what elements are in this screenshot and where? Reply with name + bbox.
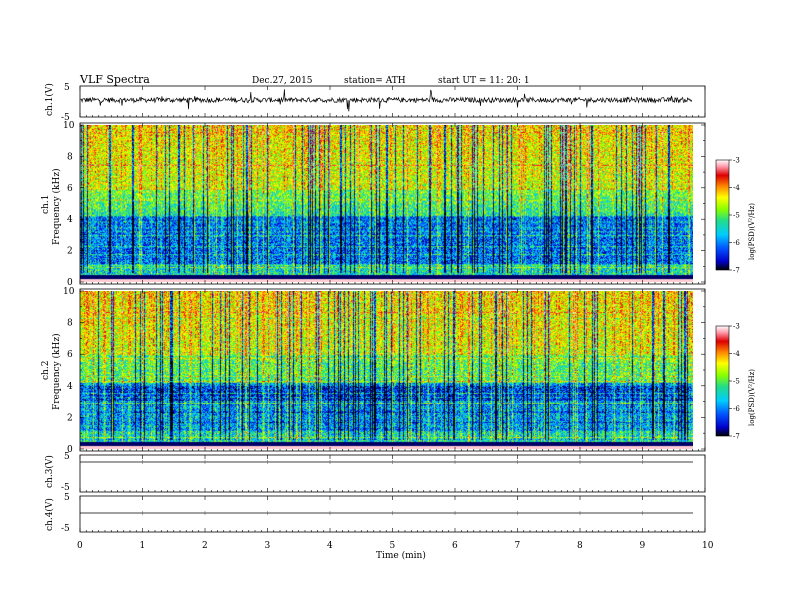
ch3-waveform-marks — [142, 460, 643, 464]
ch2-colorbar-label: log(PSD)(V²/Hz) — [748, 369, 756, 426]
x-tick-label: 1 — [140, 541, 146, 551]
x-axis-tick-labels: 0 1 2 3 4 5 6 7 8 9 10 — [77, 541, 714, 551]
ch4-waveform-ylabel: ch.4(V) — [44, 498, 55, 531]
ch4-waveform-marks — [142, 511, 643, 515]
x-axis-label: Time (min) — [376, 550, 426, 561]
y-tick-label: 10 — [63, 287, 75, 297]
ch1-waveform-panel: 5 -5 ch.1(V) — [44, 83, 706, 123]
y-tick-label: 2 — [67, 247, 73, 257]
y-tick-label: 2 — [67, 413, 73, 423]
x-tick-label: 8 — [577, 541, 583, 551]
ch3-ytick-bottom: -5 — [61, 483, 70, 493]
colorbar-tick-label: -4 — [733, 184, 740, 192]
ch1-waveform-ylabel: ch.1(V) — [44, 83, 55, 116]
x-tick-label: 10 — [702, 541, 714, 551]
ch1-colorbar-ticks: -3 -4 -5 -6 -7 — [729, 157, 740, 275]
x-tick-label: 6 — [452, 541, 458, 551]
colorbar-tick-label: -5 — [733, 378, 740, 386]
ch1-ytick-top: 5 — [64, 83, 70, 93]
colorbar-tick-label: -6 — [733, 405, 740, 413]
y-tick-label: 10 — [63, 121, 75, 131]
ch1-colorbar-label: log(PSD)(V²/Hz) — [748, 203, 756, 260]
figure-title: VLF Spectra — [79, 73, 150, 86]
ch3-ytick-top: 5 — [64, 452, 70, 462]
start-ut-label: start UT = 11: 20: 1 — [438, 76, 530, 86]
ch2-spectrogram-heatmap — [80, 291, 693, 449]
ch2-colorbar-ticks: -3 -4 -5 -6 -7 — [729, 323, 740, 441]
ch1-channel-label: ch.1 — [41, 195, 51, 214]
station-label: station= ATH — [344, 76, 406, 86]
ch3-waveform-panel: 5 -5 ch.3(V) — [44, 452, 706, 493]
y-tick-label: 4 — [67, 215, 73, 225]
x-tick-label: 4 — [327, 541, 333, 551]
colorbar-tick-label: -4 — [733, 350, 740, 358]
x-tick-label: 7 — [515, 541, 521, 551]
colorbar-tick-label: -7 — [733, 267, 740, 275]
colorbar-tick-label: -3 — [733, 157, 740, 165]
ch1-colorbar — [715, 159, 730, 271]
ch1-waveform-line — [79, 89, 693, 112]
y-tick-label: 0 — [67, 278, 73, 288]
date-label: Dec.27, 2015 — [252, 76, 313, 86]
ch1-spectrogram-yticks: 0 2 4 6 8 10 — [63, 121, 705, 288]
x-axis-ticks — [79, 86, 706, 532]
ch2-frequency-ylabel: Frequency (kHz) — [51, 333, 62, 410]
x-tick-label: 0 — [77, 541, 83, 551]
ch1-frequency-ylabel: Frequency (kHz) — [51, 168, 62, 245]
ch1-ytick-bottom: -5 — [61, 113, 70, 123]
ch4-ytick-bottom: -5 — [61, 524, 70, 534]
ch3-waveform-ylabel: ch.3(V) — [44, 455, 55, 488]
y-tick-label: 8 — [67, 152, 73, 162]
ch2-channel-label: ch.2 — [41, 361, 51, 380]
colorbar-tick-label: -5 — [733, 212, 740, 220]
y-tick-label: 8 — [67, 319, 73, 329]
ch2-spectrogram-yticks: 0 2 4 6 8 10 — [63, 287, 705, 455]
y-tick-label: 4 — [67, 382, 73, 392]
y-tick-label: 0 — [67, 445, 73, 455]
colorbar-tick-label: -3 — [733, 323, 740, 331]
colorbar-tick-label: -7 — [733, 433, 740, 441]
ch1-spectrogram-heatmap — [80, 125, 693, 282]
ch2-colorbar — [715, 325, 730, 437]
colorbar-tick-label: -6 — [733, 239, 740, 247]
y-tick-label: 6 — [67, 350, 73, 360]
x-tick-label: 5 — [390, 541, 396, 551]
y-tick-label: 6 — [67, 184, 73, 194]
ch4-ytick-top: 5 — [64, 493, 70, 503]
x-tick-label: 9 — [640, 541, 646, 551]
x-tick-label: 2 — [202, 541, 208, 551]
x-tick-label: 3 — [265, 541, 271, 551]
ch4-waveform-panel: 5 -5 ch.4(V) — [44, 493, 706, 534]
